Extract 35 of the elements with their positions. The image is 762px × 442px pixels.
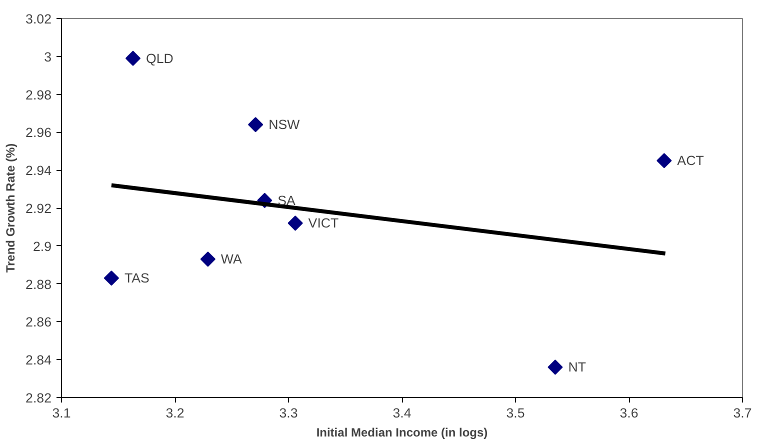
y-tick-label: 2.82 bbox=[26, 390, 52, 406]
annotation: SA bbox=[278, 192, 296, 208]
y-tick-label: 2.9 bbox=[32, 238, 52, 254]
x-tick-label: 3.2 bbox=[166, 406, 184, 420]
x-tick-label: 3.7 bbox=[733, 406, 752, 420]
y-tick-label: 2.88 bbox=[26, 276, 52, 292]
annotation: ACT bbox=[677, 153, 704, 168]
annotation: NT bbox=[568, 360, 586, 375]
y-tick-label: 2.92 bbox=[26, 201, 52, 216]
y-tick-label: 2.86 bbox=[26, 314, 52, 330]
y-tick-label: 2.94 bbox=[26, 163, 52, 178]
point bbox=[104, 270, 120, 286]
x-tick-label: 3.6 bbox=[620, 406, 638, 420]
x-axis-title: Initial Median Income (in logs) bbox=[316, 426, 488, 440]
y-tick-label: 2.84 bbox=[26, 352, 52, 368]
point bbox=[248, 117, 264, 132]
annotation: WA bbox=[220, 252, 242, 267]
x-tick-label: 3.3 bbox=[279, 406, 298, 420]
point bbox=[125, 50, 141, 66]
x-tick-label: 3.4 bbox=[392, 406, 412, 420]
x-tick-label: 3.5 bbox=[506, 406, 525, 420]
point bbox=[200, 252, 216, 267]
point bbox=[548, 360, 563, 375]
y-axis-title: Trend Growth Rate (%) bbox=[4, 143, 18, 273]
point bbox=[656, 153, 672, 168]
annotation: TAS bbox=[124, 270, 150, 286]
point bbox=[288, 216, 303, 231]
y-tick-label: 2.96 bbox=[26, 125, 52, 140]
annotation: QLD bbox=[146, 50, 174, 66]
annotation: NSW bbox=[268, 117, 300, 132]
x-tick-label: 3.1 bbox=[52, 406, 71, 420]
annotation: VICT bbox=[308, 216, 339, 231]
y-tick-label: 3 bbox=[44, 49, 52, 64]
y-tick-label: 3.02 bbox=[26, 12, 52, 26]
y-tick-label: 2.98 bbox=[26, 87, 52, 102]
